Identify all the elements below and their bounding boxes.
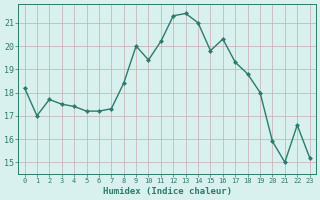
X-axis label: Humidex (Indice chaleur): Humidex (Indice chaleur) [103, 187, 232, 196]
